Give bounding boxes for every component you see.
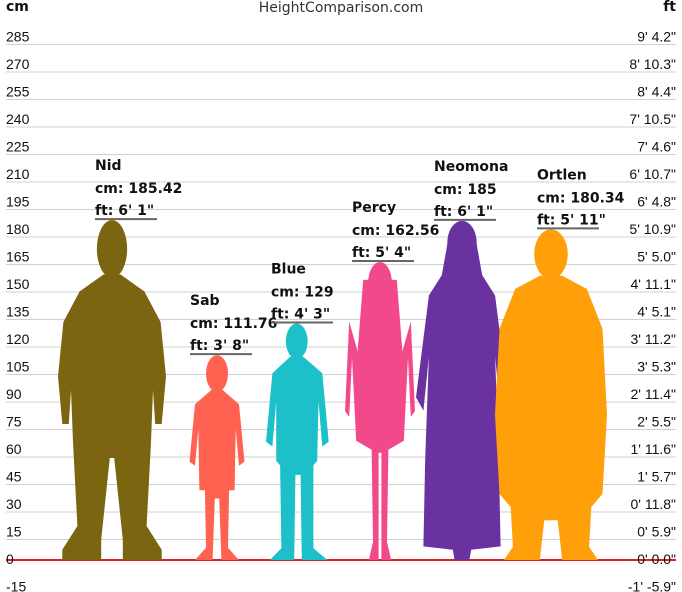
figure-body-sab — [189, 389, 245, 560]
y-tick-label-ft: 7' 10.5" — [629, 111, 676, 127]
y-tick-label-ft: -1' -5.9" — [628, 579, 676, 592]
figure-labels: Nid cm: 185.42 ft: 6' 1" Sab cm: 111.76 ft: 3… — [95, 158, 625, 356]
figure-cm-label: cm: 180.34 — [537, 190, 625, 206]
figure-name-label: Neomona — [434, 159, 508, 175]
y-tick-label-ft: 1' 5.7" — [637, 469, 676, 485]
y-tick-label-ft: 0' 0.0" — [637, 551, 676, 567]
figure-ft-label: ft: 5' 4" — [352, 245, 411, 261]
figure-head-percy — [368, 261, 392, 304]
figure-head-ortlen — [534, 229, 568, 279]
figure-head-blue — [285, 323, 308, 359]
y-tick-label-cm: 255 — [6, 84, 30, 100]
figure-ft-label: ft: 4' 3" — [271, 307, 330, 323]
figure-cm-label: cm: 185.42 — [95, 181, 182, 197]
y-tick-label-ft: 3' 5.3" — [637, 359, 676, 375]
figure-body-percy — [345, 279, 415, 560]
y-tick-label-cm: 90 — [6, 386, 22, 402]
figure-cm-label: cm: 111.76 — [190, 316, 277, 332]
y-tick-label-cm: 135 — [6, 304, 30, 320]
y-tick-label-cm: 285 — [6, 29, 30, 45]
figure-name-label: Percy — [352, 200, 396, 216]
figures — [58, 220, 607, 560]
y-tick-label-ft: 2' 5.5" — [637, 414, 676, 430]
y-tick-label-cm: -15 — [6, 579, 26, 592]
y-tick-label-ft: 4' 5.1" — [637, 304, 676, 320]
left-unit-label: cm — [6, 0, 29, 15]
figure-neomona — [416, 220, 508, 560]
y-tick-label-cm: 105 — [6, 359, 30, 375]
figure-body-ortlen — [495, 275, 607, 560]
y-tick-label-ft: 8' 4.4" — [637, 84, 676, 100]
figure-name-label: Blue — [271, 262, 306, 278]
figure-name-label: Sab — [190, 293, 220, 309]
y-tick-label-ft: 6' 4.8" — [637, 194, 676, 210]
axis-ticks: 285 9' 4.2" 270 8' 10.3" 255 8' 4.4" 240 7' 10.… — [6, 29, 676, 592]
y-tick-label-cm: 120 — [6, 331, 30, 347]
right-unit-label: ft — [663, 0, 676, 15]
figure-sab — [189, 355, 245, 560]
figure-ft-label: ft: 5' 11" — [537, 212, 606, 228]
y-tick-label-ft: 2' 11.4" — [630, 386, 676, 402]
figure-name-label: Nid — [95, 158, 122, 174]
y-tick-label-cm: 15 — [6, 524, 22, 540]
figure-ft-label: ft: 3' 8" — [190, 338, 249, 354]
figure-blue — [266, 323, 329, 560]
figure-percy — [345, 261, 415, 560]
y-tick-label-ft: 6' 10.7" — [629, 166, 676, 182]
figure-head-neomona — [447, 220, 477, 265]
y-tick-label-ft: 0' 5.9" — [637, 524, 676, 540]
figure-ft-label: ft: 6' 1" — [95, 203, 154, 219]
y-tick-label-cm: 165 — [6, 249, 30, 265]
y-tick-label-ft: 5' 5.0" — [637, 249, 676, 265]
y-tick-label-cm: 150 — [6, 276, 30, 292]
figure-cm-label: cm: 162.56 — [352, 223, 439, 239]
y-tick-label-ft: 3' 11.2" — [630, 331, 676, 347]
y-tick-label-ft: 7' 4.6" — [637, 139, 676, 155]
y-tick-label-cm: 180 — [6, 221, 30, 237]
y-tick-label-ft: 8' 10.3" — [629, 56, 676, 72]
y-tick-label-ft: 0' 11.8" — [630, 496, 676, 512]
figure-body-blue — [266, 356, 329, 560]
figure-head-nid — [96, 220, 128, 278]
figure-body-nid — [58, 274, 166, 560]
figure-ortlen — [495, 229, 607, 560]
y-tick-label-cm: 60 — [6, 441, 22, 457]
y-tick-label-ft: 4' 11.1" — [630, 276, 676, 292]
figure-cm-label: cm: 185 — [434, 182, 497, 198]
figure-cm-label: cm: 129 — [271, 285, 334, 301]
y-tick-label-cm: 75 — [6, 414, 22, 430]
figure-ft-label: ft: 6' 1" — [434, 204, 493, 220]
y-tick-label-cm: 30 — [6, 496, 22, 512]
y-tick-label-cm: 210 — [6, 166, 30, 182]
y-tick-label-ft: 9' 4.2" — [637, 29, 676, 45]
y-tick-label-cm: 45 — [6, 469, 22, 485]
figure-nid — [58, 220, 166, 560]
y-tick-label-cm: 240 — [6, 111, 30, 127]
figure-head-sab — [206, 355, 228, 392]
figure-name-label: Ortlen — [537, 167, 587, 183]
figure-body-neomona — [416, 234, 508, 560]
y-tick-label-cm: 0 — [6, 551, 14, 567]
y-tick-label-cm: 195 — [6, 194, 30, 210]
y-tick-label-cm: 225 — [6, 139, 30, 155]
y-tick-label-ft: 5' 10.9" — [629, 221, 676, 237]
y-tick-label-ft: 1' 11.6" — [630, 441, 676, 457]
site-title: HeightComparison.com — [259, 0, 423, 16]
y-tick-label-cm: 270 — [6, 56, 30, 72]
